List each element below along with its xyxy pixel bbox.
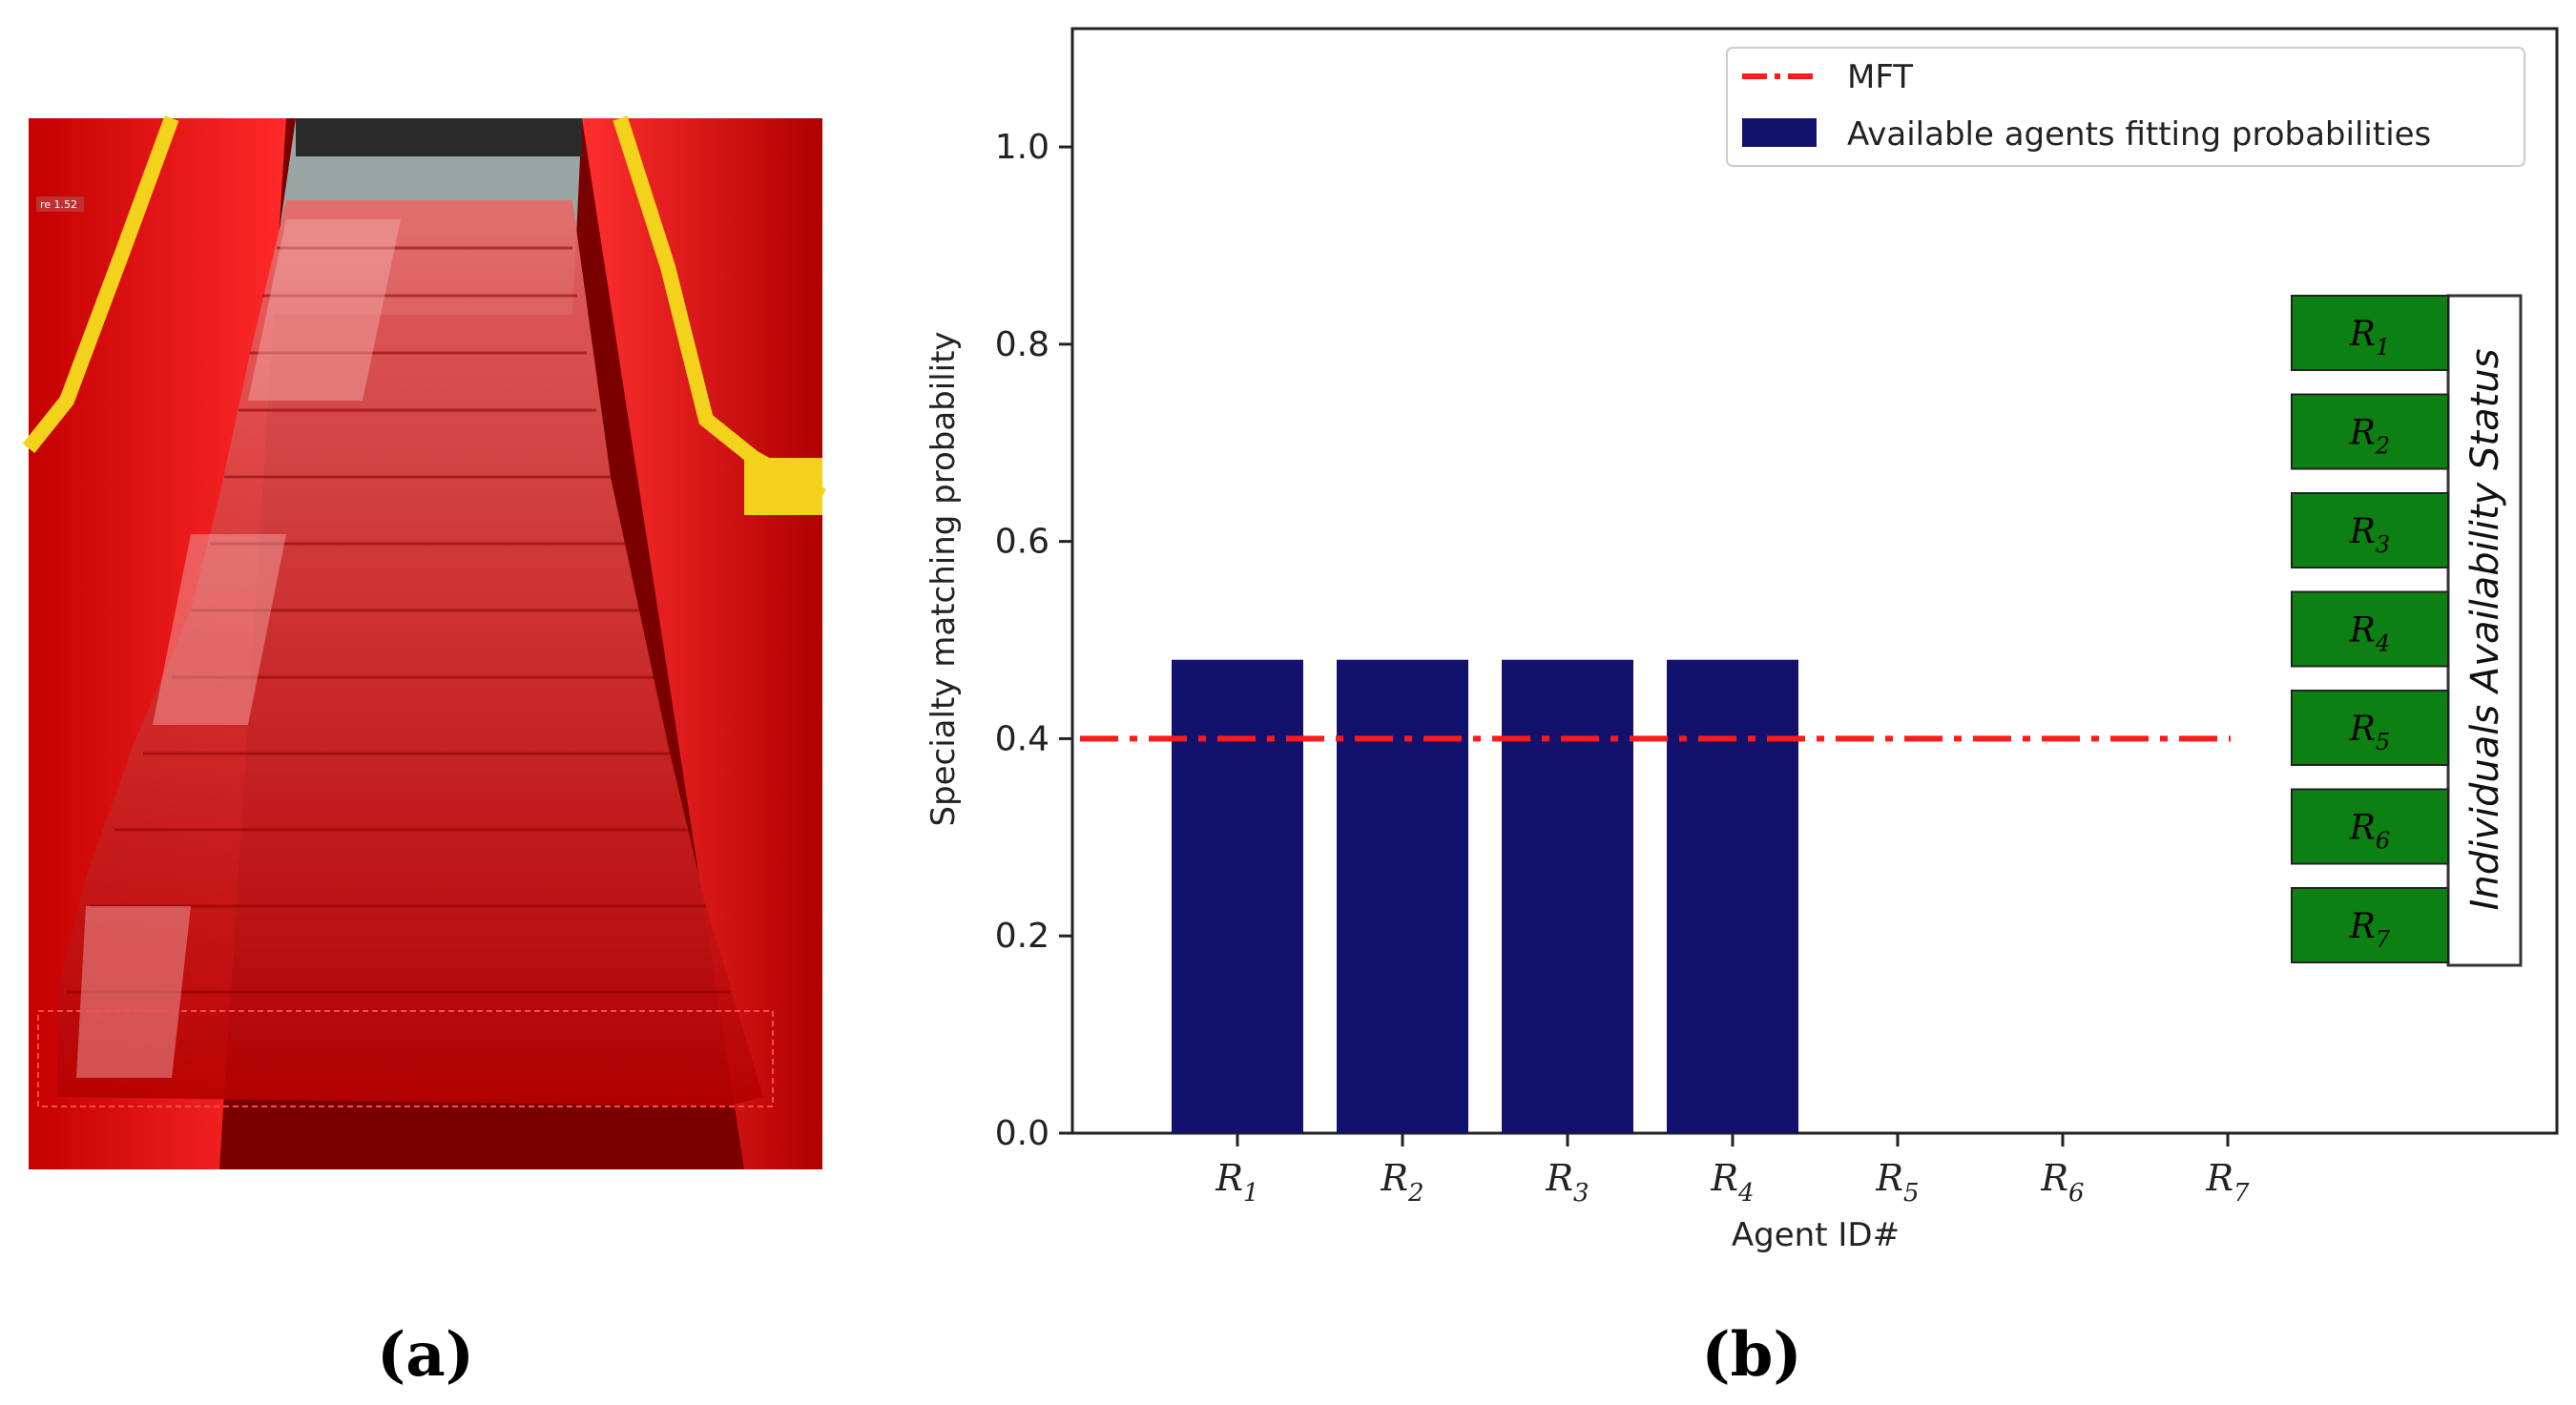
bar xyxy=(1172,659,1303,1133)
legend-bar-swatch xyxy=(1742,118,1817,147)
x-tick-label: R4 xyxy=(1710,1157,1754,1208)
y-axis: 0.0 0.2 0.4 0.6 0.8 1.0 xyxy=(995,128,1072,1153)
legend-bar-label: Available agents fitting probabilities xyxy=(1847,115,2431,154)
y-tick-label: 0.0 xyxy=(995,1114,1049,1153)
bar xyxy=(1502,659,1633,1133)
status-box xyxy=(2291,788,2449,865)
y-tick-label: 0.2 xyxy=(995,917,1049,956)
status-box xyxy=(2291,393,2449,470)
y-tick-label: 1.0 xyxy=(995,128,1049,167)
legend: MFT Available agents fitting probabiliti… xyxy=(1726,47,2525,167)
bar xyxy=(1337,659,1468,1133)
photo-tag: re 1.52 xyxy=(40,198,77,211)
status-box xyxy=(2291,492,2449,568)
legend-mft-label: MFT xyxy=(1847,58,1913,96)
x-axis: R1 R2 R3 R4 R5 R6 R7 xyxy=(1215,1133,2250,1208)
status-box xyxy=(2291,690,2449,766)
x-tick-label: R6 xyxy=(2040,1157,2084,1208)
y-tick-label: 0.6 xyxy=(995,523,1049,562)
x-tick-label: R3 xyxy=(1545,1157,1589,1208)
status-box-label: R1 xyxy=(2349,315,2390,361)
x-tick-label: R2 xyxy=(1380,1157,1423,1208)
availability-status-title: Individuals Availability Status xyxy=(2463,349,2507,911)
status-box xyxy=(2291,295,2449,371)
stair-photo: re 1.52 xyxy=(22,115,826,1169)
status-box xyxy=(2291,887,2449,963)
status-box-label: R7 xyxy=(2349,907,2391,953)
y-axis-label: Specialty matching probability xyxy=(924,331,963,826)
x-axis-label: Agent ID# xyxy=(1732,1216,1900,1254)
x-tick-label: R5 xyxy=(1875,1157,1919,1208)
status-box-label: R6 xyxy=(2349,809,2390,855)
x-tick-label: R7 xyxy=(2205,1157,2250,1208)
status-box-label: R2 xyxy=(2349,414,2390,460)
availability-status-panel: Individuals Availability Status R1 R2 R3 R4… xyxy=(2291,294,2523,967)
status-box-label: R4 xyxy=(2349,611,2390,657)
bar xyxy=(1667,659,1798,1133)
y-tick-label: 0.4 xyxy=(995,719,1049,758)
status-box-label: R5 xyxy=(2349,710,2390,755)
panel-b-label: (b) xyxy=(1701,1319,1801,1391)
status-boxes: R1 R2 R3 R4 R5 R6 R7 xyxy=(2291,295,2449,963)
x-tick-label: R1 xyxy=(1215,1157,1258,1208)
status-box-label: R3 xyxy=(2349,512,2390,558)
panel-a-label: (a) xyxy=(377,1319,474,1391)
y-tick-label: 0.8 xyxy=(995,325,1049,364)
status-box xyxy=(2291,590,2449,668)
